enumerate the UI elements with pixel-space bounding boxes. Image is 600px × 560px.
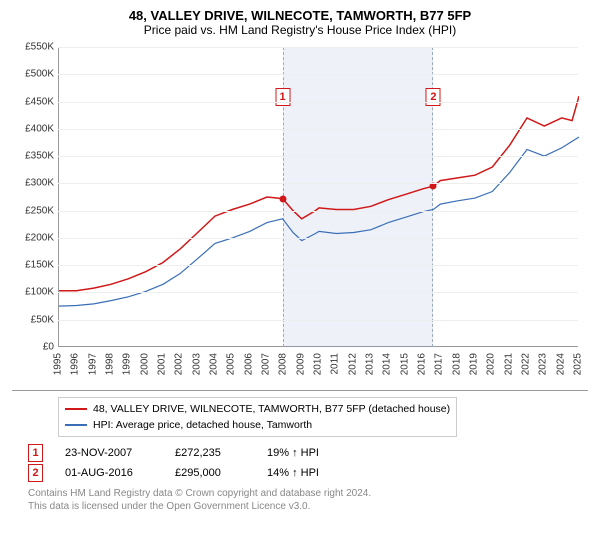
x-tick-label: 2021 (503, 353, 514, 375)
x-tick-label: 2012 (347, 353, 358, 375)
series-line (59, 137, 579, 306)
chart-title: 48, VALLEY DRIVE, WILNECOTE, TAMWORTH, B… (12, 8, 588, 23)
y-tick-label: £100K (12, 287, 54, 298)
legend-label: HPI: Average price, detached house, Tamw… (93, 419, 312, 431)
x-tick-label: 1996 (70, 353, 81, 375)
sale-date: 01-AUG-2016 (65, 467, 153, 479)
sale-flag: 2 (426, 88, 441, 106)
y-tick-label: £150K (12, 260, 54, 271)
y-tick-label: £300K (12, 178, 54, 189)
x-tick-label: 2020 (486, 353, 497, 375)
x-tick-label: 2017 (434, 353, 445, 375)
y-tick-label: £550K (12, 42, 54, 53)
x-tick-label: 1998 (105, 353, 116, 375)
y-tick-label: £250K (12, 205, 54, 216)
x-tick-label: 2009 (295, 353, 306, 375)
x-tick-label: 2018 (451, 353, 462, 375)
x-tick-label: 2014 (382, 353, 393, 375)
legend-item: HPI: Average price, detached house, Tamw… (65, 417, 450, 433)
y-tick-label: £450K (12, 96, 54, 107)
legend-swatch (65, 424, 87, 426)
y-tick-label: £350K (12, 151, 54, 162)
x-tick-label: 2000 (139, 353, 150, 375)
x-tick-label: 2025 (573, 353, 584, 375)
sale-row-flag: 1 (28, 444, 43, 462)
x-tick-label: 2008 (278, 353, 289, 375)
x-tick-label: 1999 (122, 353, 133, 375)
x-tick-label: 1995 (53, 353, 64, 375)
footnote: Contains HM Land Registry data © Crown c… (28, 487, 588, 513)
sale-flag: 1 (275, 88, 290, 106)
x-tick-label: 2015 (399, 353, 410, 375)
legend-item: 48, VALLEY DRIVE, WILNECOTE, TAMWORTH, B… (65, 401, 450, 417)
series-line (59, 96, 579, 291)
x-tick-label: 2001 (157, 353, 168, 375)
x-tick-label: 2005 (226, 353, 237, 375)
sale-row: 1 23-NOV-2007 £272,235 19% ↑ HPI (28, 443, 588, 463)
sale-pct: 19% ↑ HPI (267, 447, 347, 459)
sale-pct: 14% ↑ HPI (267, 467, 347, 479)
x-tick-label: 2024 (555, 353, 566, 375)
plot-region: 12 (58, 47, 578, 347)
footnote-line-2: This data is licensed under the Open Gov… (28, 500, 588, 513)
x-tick-label: 2023 (538, 353, 549, 375)
legend-swatch (65, 408, 87, 410)
x-tick-label: 2019 (469, 353, 480, 375)
y-tick-label: £500K (12, 69, 54, 80)
legend-label: 48, VALLEY DRIVE, WILNECOTE, TAMWORTH, B… (93, 403, 450, 415)
x-tick-label: 2013 (365, 353, 376, 375)
x-tick-label: 2004 (209, 353, 220, 375)
y-tick-label: £200K (12, 232, 54, 243)
sale-price: £295,000 (175, 467, 245, 479)
sale-marker (279, 195, 286, 202)
x-tick-label: 2011 (330, 353, 341, 375)
x-tick-label: 2007 (261, 353, 272, 375)
y-tick-label: £0 (12, 342, 54, 353)
y-tick-label: £400K (12, 123, 54, 134)
footnote-line-1: Contains HM Land Registry data © Crown c… (28, 487, 588, 500)
sale-row-flag: 2 (28, 464, 43, 482)
x-tick-label: 2016 (417, 353, 428, 375)
sale-date: 23-NOV-2007 (65, 447, 153, 459)
legend: 48, VALLEY DRIVE, WILNECOTE, TAMWORTH, B… (58, 397, 457, 437)
x-tick-label: 1997 (87, 353, 98, 375)
chart-area: 12 £0£50K£100K£150K£200K£250K£300K£350K£… (12, 43, 588, 391)
sale-row: 2 01-AUG-2016 £295,000 14% ↑ HPI (28, 463, 588, 483)
x-tick-label: 2022 (521, 353, 532, 375)
x-tick-label: 2002 (174, 353, 185, 375)
x-tick-label: 2003 (191, 353, 202, 375)
y-tick-label: £50K (12, 314, 54, 325)
x-tick-label: 2010 (313, 353, 324, 375)
x-tick-label: 2006 (243, 353, 254, 375)
chart-subtitle: Price paid vs. HM Land Registry's House … (12, 23, 588, 37)
sale-rows: 1 23-NOV-2007 £272,235 19% ↑ HPI 2 01-AUG-201… (28, 443, 588, 483)
sale-price: £272,235 (175, 447, 245, 459)
